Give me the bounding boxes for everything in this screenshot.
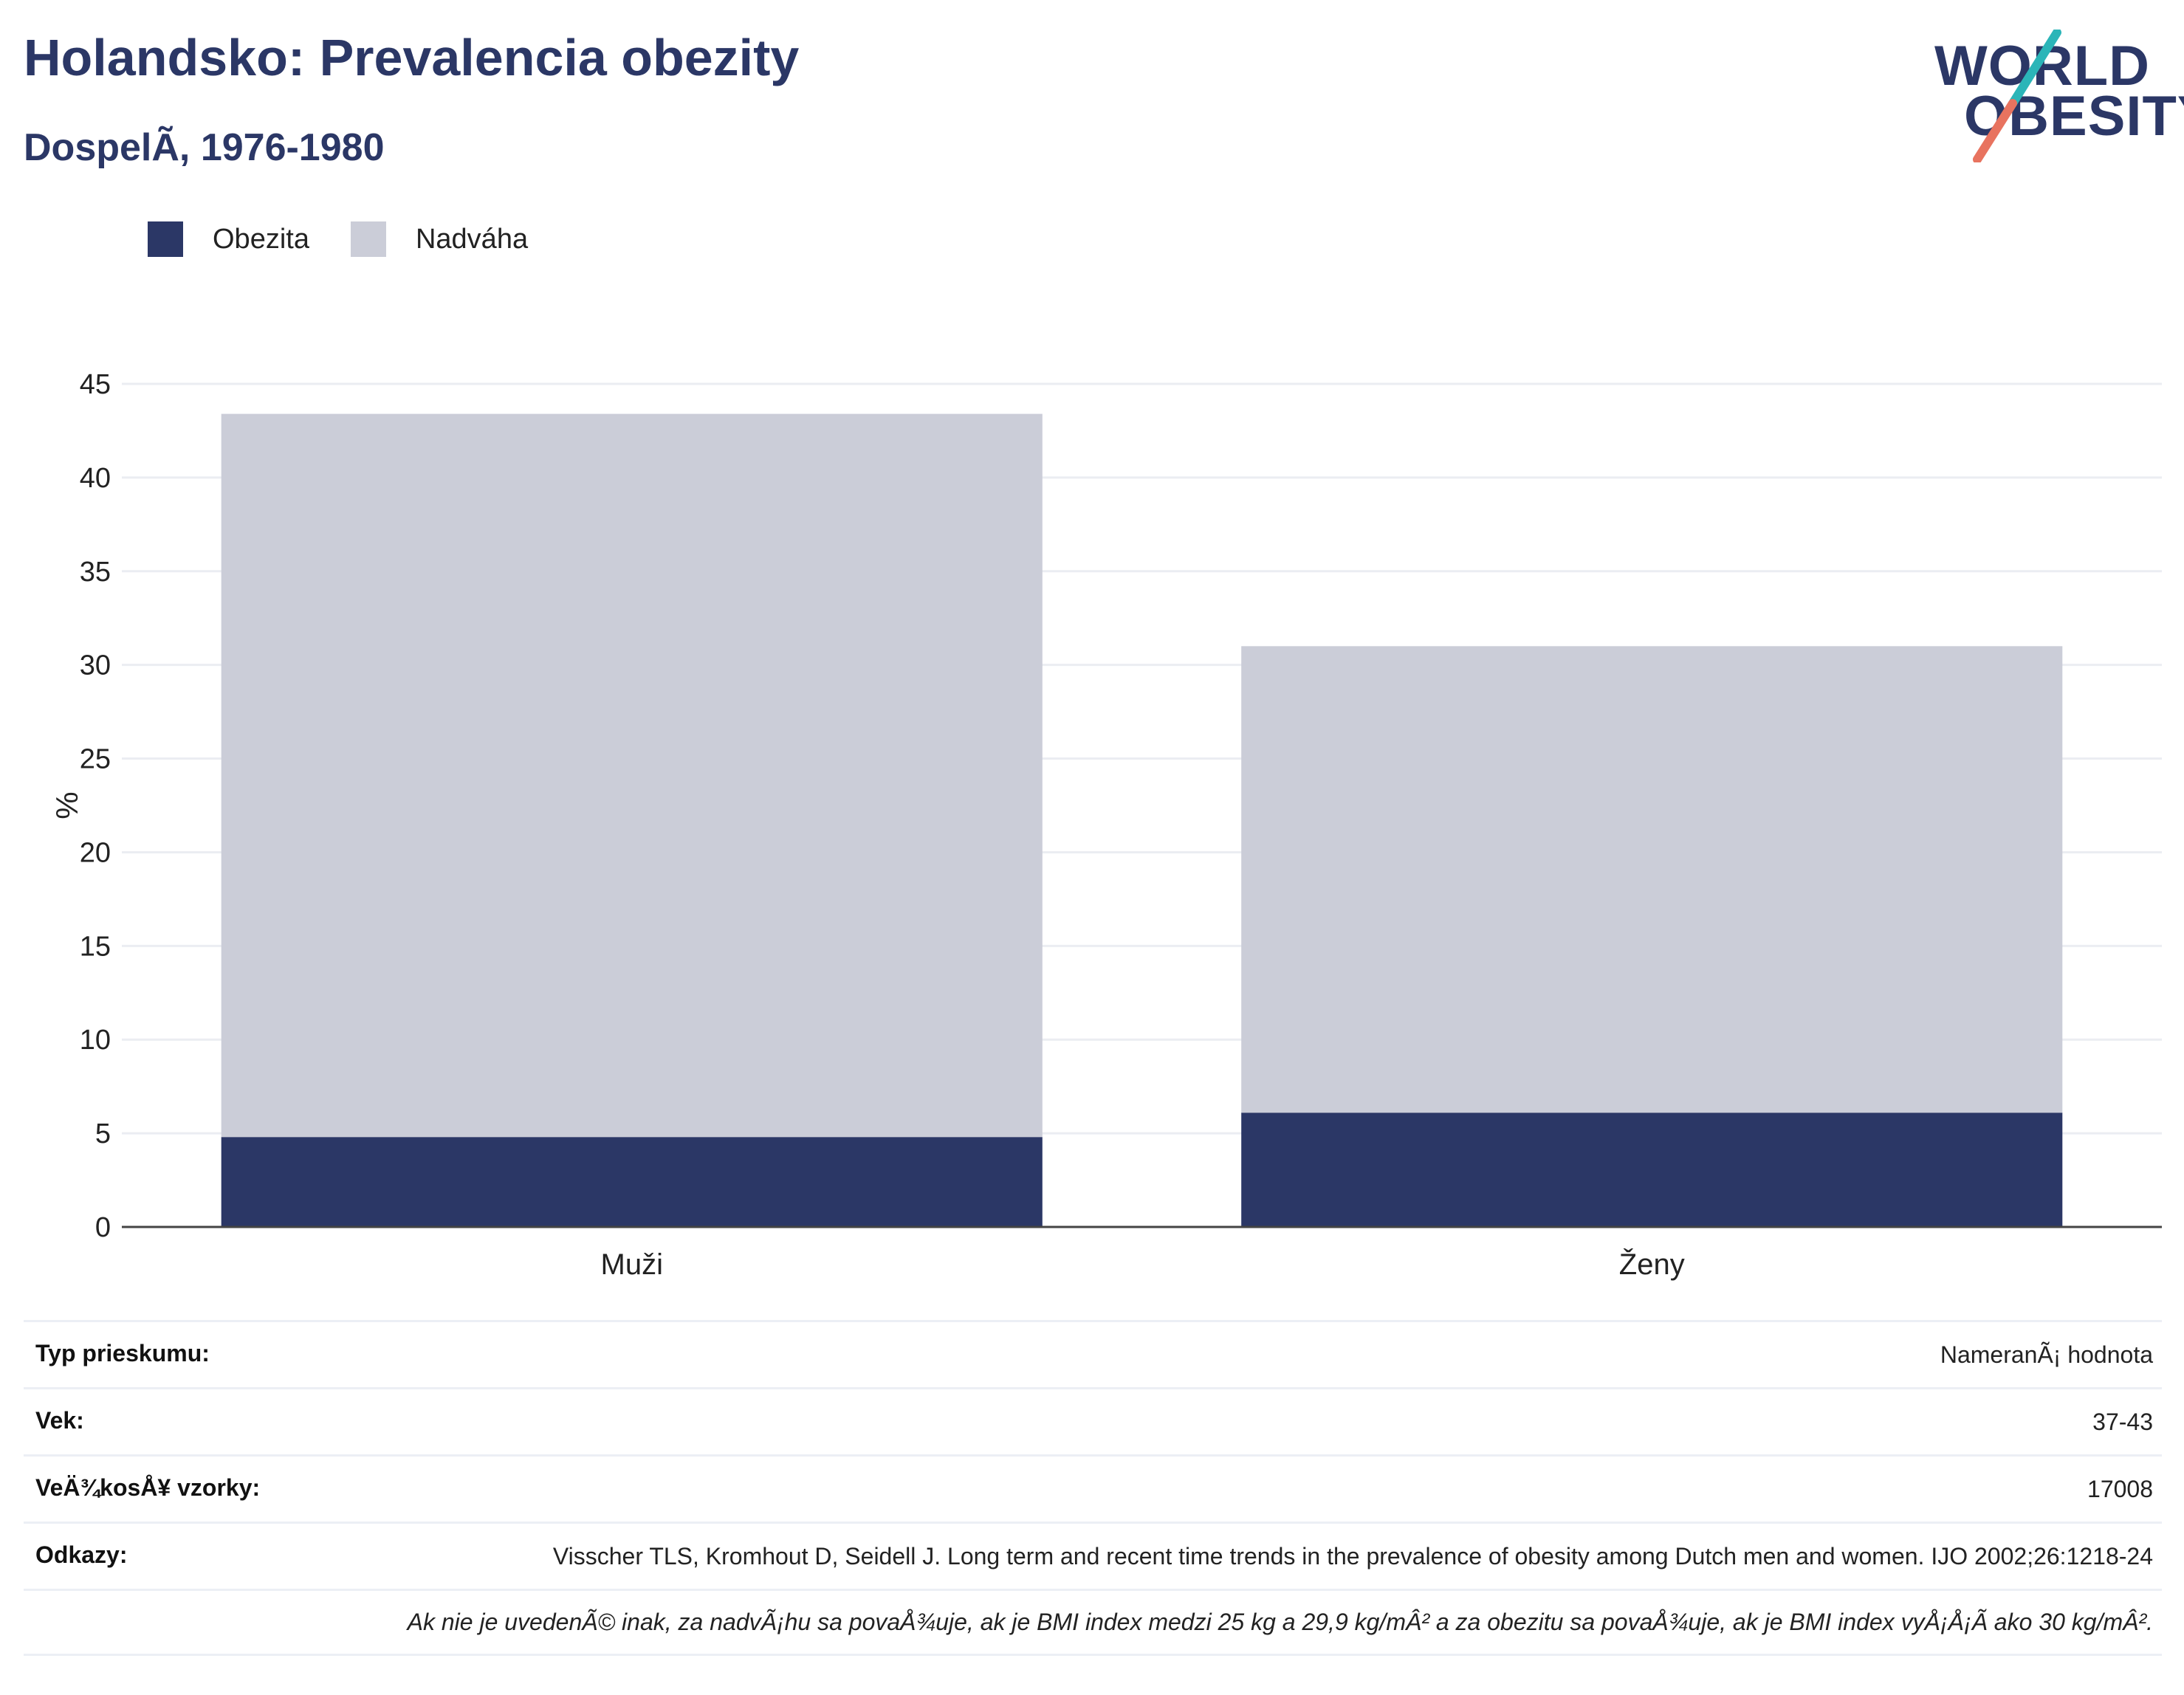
y-tick-label: 15 — [80, 931, 111, 962]
survey-info-table: Typ prieskumu: NameranÃ¡ hodnota Vek: 37… — [24, 1320, 2162, 1656]
table-row: Ak nie je uvedenÃ© inak, za nadvÃ¡hu sa … — [24, 1589, 2162, 1656]
x-tick-label: Muži — [601, 1248, 663, 1281]
legend-item-obesity[interactable]: Obezita — [148, 221, 309, 257]
legend-swatch-overweight — [350, 221, 386, 257]
legend-label-overweight: Nadváha — [415, 223, 529, 255]
y-axis-ticks: 0 5 10 15 20 25 30 35 40 45 — [80, 369, 111, 1243]
y-tick-label: 45 — [80, 369, 111, 400]
info-value-age: 37-43 — [304, 1387, 2162, 1456]
info-value-survey-type: NameranÃ¡ hodnota — [304, 1320, 2162, 1389]
legend-label-obesity: Obezita — [213, 223, 309, 255]
info-key-references: Odkazy: — [24, 1522, 305, 1590]
bar-obesity-men[interactable] — [221, 1137, 1043, 1227]
chart-title: Holandsko: Prevalencia obezity — [24, 29, 800, 86]
y-tick-label: 10 — [80, 1025, 111, 1056]
table-row: Odkazy: Visscher TLS, Kromhout D, Seidel… — [24, 1522, 2162, 1590]
y-tick-label: 20 — [80, 837, 111, 868]
x-tick-label: Ženy — [1619, 1248, 1685, 1281]
table-row: Vek: 37-43 — [24, 1387, 2162, 1456]
bar-overweight-men[interactable] — [221, 413, 1043, 1138]
x-axis-labels: Muži Ženy — [601, 1248, 1685, 1281]
logo-slash-icon — [1973, 30, 2061, 162]
info-key-sample-size: VeÄ¾kosÅ¥ vzorky: — [24, 1454, 305, 1523]
logo-word-world: WORLD — [1934, 35, 2151, 97]
info-value-sample-size: 17008 — [304, 1454, 2162, 1523]
bar-obesity-women[interactable] — [1241, 1113, 2063, 1227]
legend-swatch-obesity — [148, 221, 183, 257]
y-tick-label: 25 — [80, 744, 111, 775]
legend-item-overweight[interactable]: Nadváha — [350, 221, 529, 257]
y-tick-label: 5 — [95, 1118, 111, 1149]
info-value-references: Visscher TLS, Kromhout D, Seidell J. Lon… — [304, 1522, 2162, 1590]
world-obesity-logo: WORLD OBESITY — [1920, 30, 2184, 162]
y-tick-label: 30 — [80, 650, 111, 681]
stacked-bar-chart: 0 5 10 15 20 25 30 35 40 45 Muži Ženy % — [49, 369, 2162, 1281]
info-key-survey-type: Typ prieskumu: — [24, 1320, 305, 1389]
bar-overweight-women[interactable] — [1241, 646, 2063, 1113]
chart-legend: Obezita Nadváha — [148, 221, 569, 257]
info-key-age: Vek: — [24, 1387, 305, 1456]
y-tick-label: 35 — [80, 557, 111, 588]
footnote: Ak nie je uvedenÃ© inak, za nadvÃ¡hu sa … — [24, 1589, 2162, 1656]
chart-bars — [221, 413, 2063, 1227]
y-axis-label: % — [49, 791, 84, 819]
y-tick-label: 0 — [95, 1212, 111, 1243]
y-tick-label: 40 — [80, 463, 111, 494]
table-row: Typ prieskumu: NameranÃ¡ hodnota — [24, 1320, 2162, 1389]
table-row: VeÄ¾kosÅ¥ vzorky: 17008 — [24, 1454, 2162, 1523]
chart-subtitle: DospelÃ, 1976-1980 — [24, 126, 385, 169]
